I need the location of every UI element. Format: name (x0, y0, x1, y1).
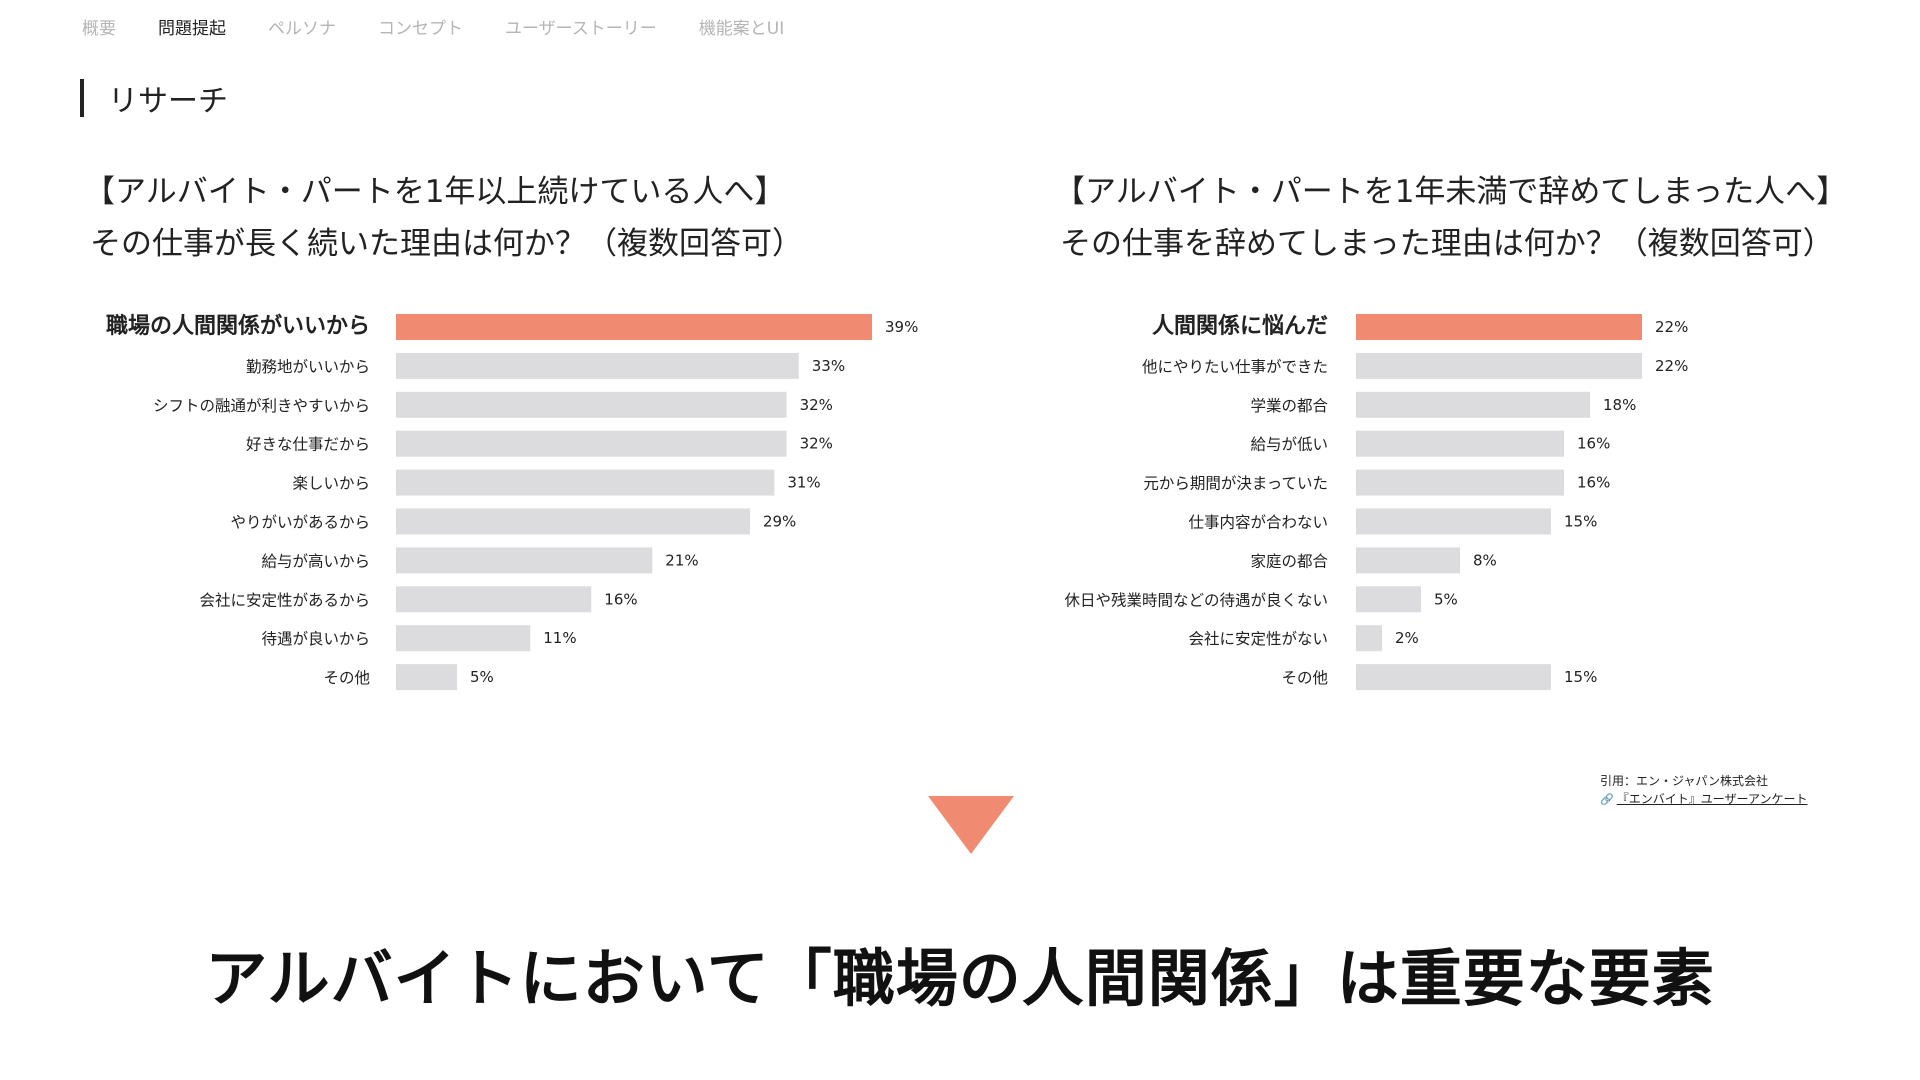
left-value-label: 33% (812, 357, 845, 375)
right-value-label: 22% (1655, 357, 1688, 375)
left-category-label: 楽しいから (292, 475, 370, 493)
nav-tab-problem[interactable]: 問題提起 (158, 19, 226, 39)
right-title-line1: 【アルバイト・パートを1年未満で辞めてしまった人へ】 (1054, 174, 1848, 210)
right-category-label: 他にやりたい仕事ができた (1142, 358, 1328, 376)
section-title: リサーチ (108, 84, 228, 119)
left-title-line1: 【アルバイト・パートを1年以上続けている人へ】 (84, 174, 786, 210)
left-value-label: 31% (787, 474, 820, 492)
left-bar (396, 314, 872, 340)
left-value-label: 21% (665, 551, 698, 569)
left-bar (396, 508, 750, 535)
right-value-label: 8% (1473, 551, 1497, 569)
left-chart-svg: 職場の人間関係がいいから 39% 勤務地がいいから 33% シフトの融通が利きやすいから… (106, 313, 918, 691)
right-category-label: 元から期間が決まっていた (1143, 475, 1328, 493)
left-value-label: 32% (800, 396, 833, 414)
right-bar (1356, 508, 1551, 535)
left-category-label: 好きな仕事だから (246, 436, 370, 454)
link-icon: 🔗 (1600, 793, 1614, 806)
right-bar (1356, 391, 1590, 418)
section-accent-bar (80, 79, 84, 117)
left-value-label: 11% (543, 629, 576, 647)
left-value-label: 16% (604, 590, 637, 608)
left-value-label: 39% (885, 318, 918, 336)
right-bar (1356, 664, 1551, 691)
left-bar-chart: 職場の人間関係がいいから 39% 勤務地がいいから 33% シフトの融通が利きやすいから… (0, 313, 960, 714)
right-value-label: 5% (1434, 590, 1458, 608)
left-bar (396, 469, 775, 496)
right-category-label: 会社に安定性がない (1188, 630, 1328, 648)
left-category-label: その他 (323, 669, 370, 687)
nav-tab-overview[interactable]: 概要 (82, 19, 116, 39)
left-title-line2: その仕事が長く続いた理由は何か？（複数回答可） (90, 226, 803, 262)
nav-tab-concept[interactable]: コンセプト (378, 19, 463, 39)
right-category-label: 仕事内容が合わない (1188, 514, 1328, 532)
right-value-label: 18% (1603, 396, 1636, 414)
right-bar-chart: 人間関係に悩んだ 22% 他にやりたい仕事ができた 22% 学業の都合 18% 給与が低い 1… (0, 314, 1920, 714)
right-bar (1356, 625, 1382, 652)
conclusion-statement: アルバイトにおいて「職場の人間関係」は重要な要素 (205, 942, 1715, 1015)
left-bar (396, 586, 592, 613)
right-bar (1356, 586, 1421, 613)
right-value-label: 15% (1564, 513, 1597, 531)
right-chart-svg: 人間関係に悩んだ 22% 他にやりたい仕事ができた 22% 学業の都合 18% 給与が低い 1… (1064, 314, 1688, 691)
citation: 引用：エン・ジャパン株式会社 🔗 『エンバイト』ユーザーアンケート (1600, 772, 1808, 809)
left-bar (396, 664, 458, 691)
right-title-line2: その仕事を辞めてしまった理由は何か？（複数回答可） (1060, 226, 1834, 262)
left-chart-title: 【アルバイト・パートを1年以上続けている人へ】 その仕事が長く続いた理由は何か？… (84, 166, 803, 270)
right-category-label: 家庭の都合 (1250, 552, 1328, 570)
right-value-label: 2% (1395, 629, 1419, 647)
left-category-label: 待遇が良いから (261, 630, 370, 648)
left-category-label: 勤務地がいいから (246, 358, 370, 376)
right-category-label: 人間関係に悩んだ (1152, 314, 1328, 339)
left-value-label: 5% (470, 668, 494, 686)
right-bar (1356, 352, 1642, 379)
left-bar (396, 352, 799, 379)
nav-tab-user-story[interactable]: ユーザーストーリー (505, 19, 657, 39)
right-value-label: 22% (1655, 318, 1688, 336)
section-heading: リサーチ (80, 76, 228, 120)
left-value-label: 32% (800, 435, 833, 453)
left-value-label: 29% (763, 513, 796, 531)
left-bar (396, 625, 531, 652)
left-category-label: 会社に安定性があるから (199, 591, 370, 609)
left-bar (396, 391, 787, 418)
right-value-label: 15% (1564, 668, 1597, 686)
left-category-label: 給与が高いから (261, 552, 370, 570)
right-chart-title: 【アルバイト・パートを1年未満で辞めてしまった人へ】 その仕事を辞めてしまった理… (1054, 166, 1847, 270)
left-category-label: やりがいがあるから (230, 514, 370, 532)
right-bar (1356, 314, 1642, 340)
top-nav: 概要 問題提起 ペルソナ コンセプト ユーザーストーリー 機能案とUI (82, 14, 826, 39)
right-value-label: 16% (1577, 474, 1610, 492)
citation-source: 引用：エン・ジャパン株式会社 (1600, 774, 1769, 788)
left-bar (396, 430, 787, 457)
down-triangle-icon (928, 796, 1014, 854)
right-bar (1356, 547, 1460, 574)
nav-tab-features-ui[interactable]: 機能案とUI (698, 19, 785, 39)
left-category-label: 職場の人間関係がいいから (106, 313, 370, 339)
citation-link[interactable]: 『エンバイト』ユーザーアンケート (1616, 792, 1808, 806)
right-category-label: 学業の都合 (1250, 397, 1328, 415)
left-bar (396, 547, 653, 574)
right-category-label: 休日や残業時間などの待遇が良くない (1064, 591, 1328, 609)
right-bar (1356, 430, 1564, 457)
right-bar (1356, 469, 1564, 496)
nav-tab-persona[interactable]: ペルソナ (268, 19, 336, 39)
right-category-label: 給与が低い (1250, 436, 1328, 454)
right-category-label: その他 (1281, 669, 1328, 687)
left-category-label: シフトの融通が利きやすいから (153, 397, 370, 415)
right-value-label: 16% (1577, 435, 1610, 453)
